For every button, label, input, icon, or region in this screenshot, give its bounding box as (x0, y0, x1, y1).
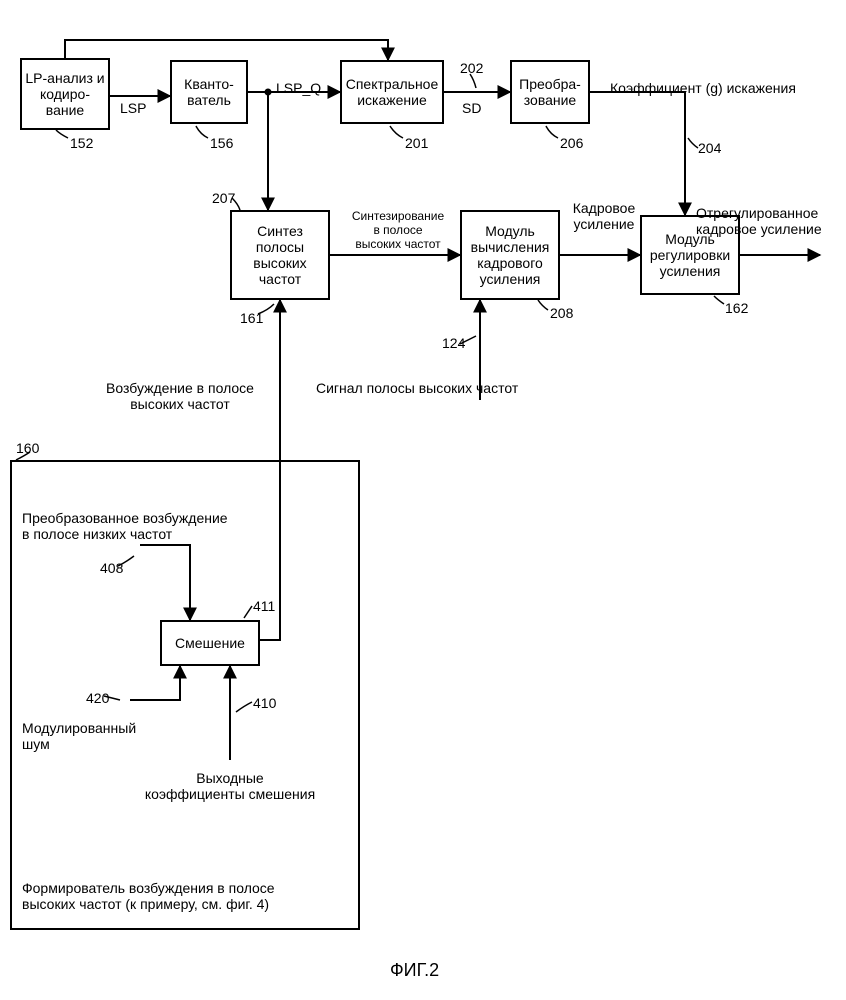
ref-fgcalc: 208 (550, 305, 573, 321)
box-hb-synthesis: Синтез полосы высоких частот (230, 210, 330, 300)
label-mix-out-num: 410 (253, 695, 276, 711)
label-mod-noise-num: 420 (86, 690, 109, 706)
label-out: Отрегулированное кадровое усиление (696, 205, 822, 237)
diagram-canvas: LP-анализ и кодиро- вание Кванто- ватель… (0, 0, 846, 1000)
label-hb-sig-num: 124 (442, 335, 465, 351)
label-g-num: 204 (698, 140, 721, 156)
label-syn: Синтезирование в полосе высоких частот (336, 210, 460, 251)
ref-synth2: 161 (240, 310, 263, 326)
label-lb-exc: Преобразованное возбуждение в полосе низ… (22, 510, 228, 542)
ref-mix: 411 (253, 598, 275, 614)
label-hb-sig: Сигнал полосы высоких частот (316, 380, 518, 396)
label-mix-out: Выходные коэффициенты смешения (130, 770, 330, 802)
ref-map: 206 (560, 135, 583, 151)
label-hb-exc: Возбуждение в полосе высоких частот (90, 380, 270, 412)
label-sd-num: 202 (460, 60, 483, 76)
box-mapping: Преобра- зование (510, 60, 590, 124)
label-mod-noise: Модулированный шум (22, 720, 136, 752)
ref-lp: 152 (70, 135, 93, 151)
ref-quant: 156 (210, 135, 233, 151)
ref-container: 160 (16, 440, 39, 456)
figure-label: ФИГ.2 (390, 960, 439, 981)
box-frame-gain-calc: Модуль вычисления кадрового усиления (460, 210, 560, 300)
label-lsp: LSP (120, 100, 146, 116)
box-lp-analysis: LP-анализ и кодиро- вание (20, 58, 110, 130)
label-fg: Кадровое усиление (568, 200, 640, 232)
ref-fgadj: 162 (725, 300, 748, 316)
container-caption: Формирователь возбуждения в полосе высок… (22, 880, 342, 912)
label-g: Коэффициент (g) искажения (610, 80, 796, 96)
box-spectral-distortion: Спектральное искажение (340, 60, 444, 124)
label-sd: SD (462, 100, 481, 116)
box-quantizer: Кванто- ватель (170, 60, 248, 124)
ref-synth: 207 (212, 190, 235, 206)
label-lb-exc-num: 408 (100, 560, 123, 576)
ref-spec: 201 (405, 135, 428, 151)
box-mix: Смешение (160, 620, 260, 666)
label-lspq: LSP_Q (276, 80, 321, 96)
